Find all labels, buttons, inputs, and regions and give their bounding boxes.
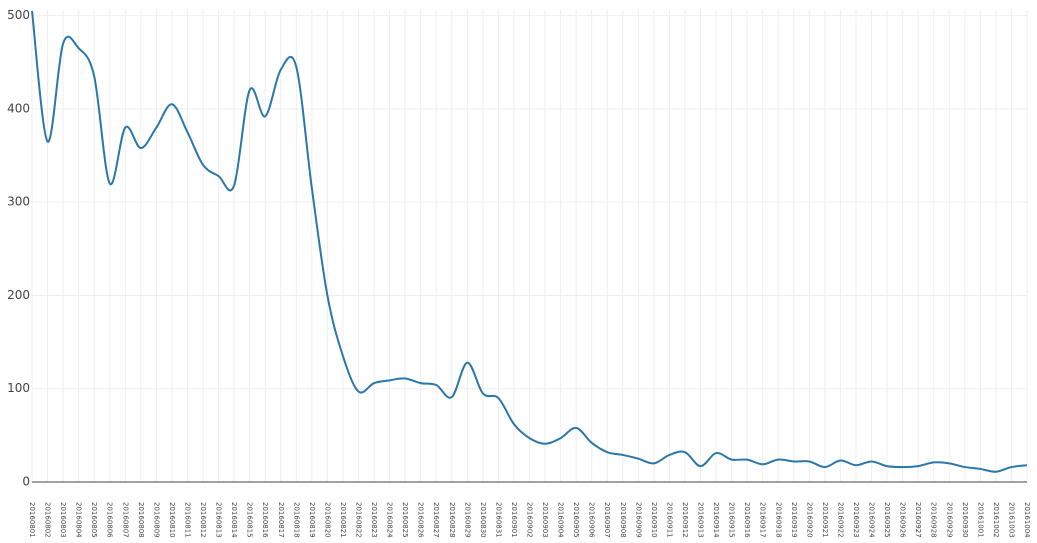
x-tick-label: 20160804: [75, 502, 83, 538]
x-tick-label: 20160908: [619, 502, 627, 538]
x-tick-label: 20160828: [448, 502, 456, 538]
line: [31, 10, 1028, 473]
x-tick-label: 20160928: [930, 502, 938, 538]
x-tick-label: 20160905: [572, 502, 580, 538]
x-tick-label: 20160921: [821, 502, 829, 538]
x-tick-label: 20160814: [230, 502, 238, 538]
x-tick-label: 20160825: [401, 502, 409, 538]
x-tick-label: 20160801: [28, 502, 36, 538]
x-tick-label: 20160911: [665, 502, 673, 538]
x-tick-label: 20160803: [59, 502, 67, 538]
x-tick-label: 20160901: [510, 502, 518, 538]
x-tick-label: 20160807: [121, 502, 129, 538]
x-tick-label: 20160823: [370, 502, 378, 538]
x-tick-label: 20161003: [1007, 502, 1015, 538]
x-tick-label: 20160816: [261, 502, 269, 538]
x-tick-label: 20160815: [246, 502, 254, 538]
x-tick-label: 20160913: [697, 502, 705, 538]
y-tick-label: 200: [7, 288, 30, 302]
x-tick-label: 20160817: [277, 502, 285, 538]
x-tick-label: 20160808: [137, 502, 145, 538]
x-tick-label: 20160909: [634, 502, 642, 538]
x-tick-label: 20160907: [603, 502, 611, 538]
x-tick-label: 20160811: [183, 502, 191, 538]
x-tick-label: 20160926: [899, 502, 907, 538]
x-tick-label: 20160830: [479, 502, 487, 538]
x-tick-label: 20160922: [836, 502, 844, 538]
x-tick-label: 20160923: [852, 502, 860, 538]
x-tick-label: 20160819: [308, 502, 316, 538]
x-tick-label: 20160818: [292, 502, 300, 538]
x-tick-label: 20160915: [728, 502, 736, 538]
x-tick-label: 20160916: [743, 502, 751, 538]
x-tick-label: 20160806: [106, 502, 114, 538]
x-tick-label: 20160813: [215, 502, 223, 538]
x-tick-label: 20160829: [463, 502, 471, 538]
y-tick-label: 500: [7, 8, 30, 22]
x-tick-label: 20160927: [914, 502, 922, 538]
x-tick-label: 20160917: [759, 502, 767, 538]
x-tick-label: 20160826: [417, 502, 425, 538]
x-tick-label: 20160820: [323, 502, 331, 538]
x-tick-label: 20161001: [976, 502, 984, 538]
x-tick-label: 20160802: [44, 502, 52, 538]
x-tick-label: 20160831: [494, 502, 502, 538]
x-tick-label: 20160929: [945, 502, 953, 538]
x-tick-label: 20160919: [790, 502, 798, 538]
x-tick-label: 20160920: [805, 502, 813, 538]
x-tick-label: 20160906: [588, 502, 596, 538]
x-tick-label: 20161004: [1023, 502, 1031, 538]
x-tick-label: 20160822: [354, 502, 362, 538]
y-tick-label: 0: [22, 475, 30, 489]
x-tick-label: 20161002: [992, 502, 1000, 538]
x-tick-label: 20160810: [168, 502, 176, 538]
x-tick-label: 20160924: [868, 502, 876, 538]
x-tick-label: 20160912: [681, 502, 689, 538]
x-tick-label: 20160914: [712, 502, 720, 538]
x-tick-label: 20160903: [541, 502, 549, 538]
x-tick-label: 20160827: [432, 502, 440, 538]
y-tick-label: 300: [7, 195, 30, 209]
x-tick-label: 20160930: [961, 502, 969, 538]
y-tick-label: 400: [7, 101, 30, 115]
y-tick-label: 100: [7, 381, 30, 395]
x-tick-label: 20160812: [199, 502, 207, 538]
x-tick-label: 20160904: [557, 502, 565, 538]
x-tick-label: 20160809: [152, 502, 160, 538]
x-tick-label: 20160918: [774, 502, 782, 538]
x-tick-label: 20160910: [650, 502, 658, 538]
x-tick-label: 20160902: [526, 502, 534, 538]
x-tick-label: 20160925: [883, 502, 891, 538]
x-tick-label: 20160824: [386, 502, 394, 538]
x-tick-label: 20160821: [339, 502, 347, 538]
x-tick-label: 20160805: [90, 502, 98, 538]
